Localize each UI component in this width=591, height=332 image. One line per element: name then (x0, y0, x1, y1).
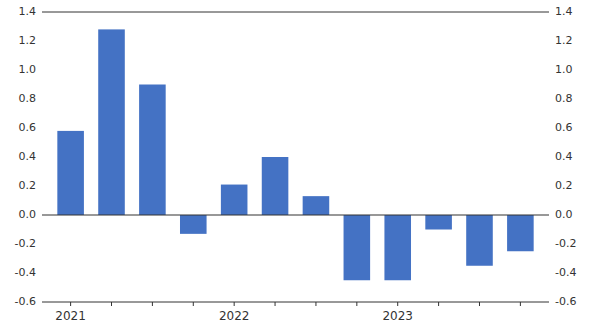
y2-tick-label: 1.2 (555, 34, 573, 47)
y2-tick-label: 0.6 (555, 121, 573, 134)
x-tick-label: 2023 (382, 309, 413, 323)
x-tick (234, 302, 235, 306)
y2-tick-label: 0.8 (555, 92, 573, 105)
bar (180, 215, 207, 234)
x-tick-label: 2022 (219, 309, 250, 323)
bar (384, 215, 411, 280)
x-tick (356, 302, 357, 306)
y2-tick-label: 0.4 (555, 150, 573, 163)
x-tick (111, 302, 112, 306)
x-tick (315, 302, 316, 306)
bar (344, 215, 371, 280)
bar (57, 131, 84, 215)
y2-tick-label: 0.0 (555, 208, 573, 221)
x-tick (438, 302, 439, 306)
y-tick-label: 0.2 (19, 179, 37, 192)
x-tick (193, 302, 194, 306)
bar (139, 85, 166, 216)
zero-line (42, 214, 549, 215)
top-axis-line (42, 12, 549, 13)
y2-tick-label: 0.2 (555, 179, 573, 192)
y2-tick-label: -0.2 (555, 237, 576, 250)
y2-tick-label: -0.4 (555, 266, 576, 279)
bar (262, 157, 289, 215)
bar (221, 185, 248, 215)
y2-tick-label: 1.4 (555, 5, 573, 18)
y-tick-label: 1.2 (19, 34, 37, 47)
bottom-axis-line (42, 302, 549, 303)
bar (507, 215, 534, 251)
bar (466, 215, 493, 266)
bar (425, 215, 452, 230)
y-tick-label: -0.6 (15, 295, 36, 308)
x-tick (275, 302, 276, 306)
y-tick-label: 0.0 (19, 208, 37, 221)
y-tick-label: -0.2 (15, 237, 36, 250)
chart-svg: -0.6 -0.4 -0.2 0.0 0.2 0.4 0.6 0.8 1.0 1.2 1.4 -0.6… (0, 0, 591, 332)
y-tick-label: 0.4 (19, 150, 37, 163)
x-tick (479, 302, 480, 306)
x-tick-label: 2021 (55, 309, 86, 323)
x-tick (152, 302, 153, 306)
y-tick-label: -0.4 (15, 266, 36, 279)
y-tick-label: 0.6 (19, 121, 37, 134)
y2-tick-label: -0.6 (555, 295, 576, 308)
bar (303, 196, 330, 215)
bar (98, 29, 125, 215)
bars (57, 29, 533, 280)
x-tick (520, 302, 521, 306)
chart-container: -0.6 -0.4 -0.2 0.0 0.2 0.4 0.6 0.8 1.0 1.2 1.4 -0.6… (0, 0, 591, 332)
x-tick (70, 302, 71, 306)
y-tick-label: 0.8 (19, 92, 37, 105)
y2-tick-label: 1.0 (555, 63, 573, 76)
x-tick (397, 302, 398, 306)
y-tick-label: 1.0 (19, 63, 37, 76)
y-tick-label: 1.4 (19, 5, 37, 18)
